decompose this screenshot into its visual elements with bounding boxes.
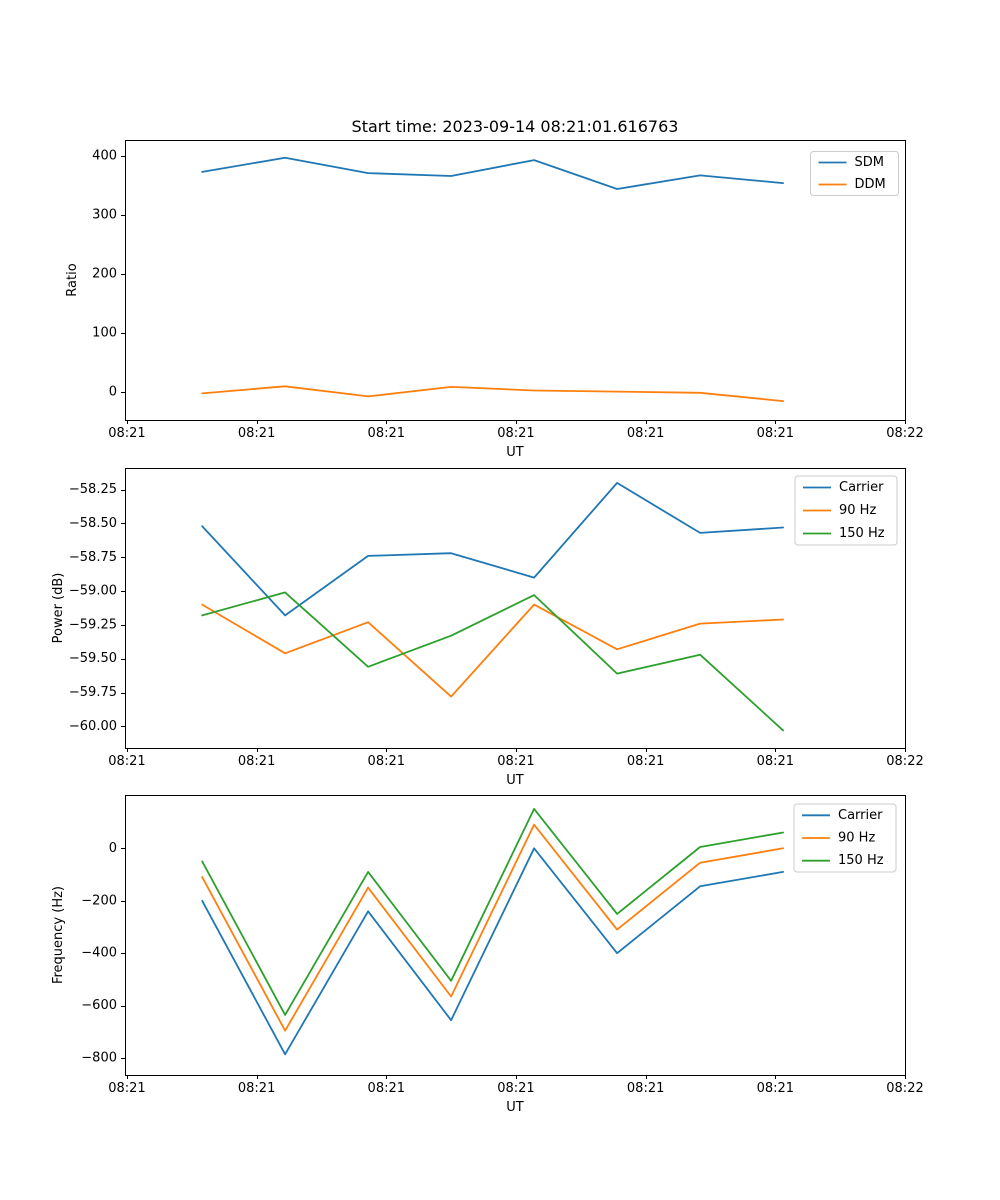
chart-power: 08:21 08:21 08:21 08:21 08:21 08:21 08:22 −58.2…	[51, 468, 924, 788]
y-tick-label: −59.75	[69, 685, 117, 700]
x-axis-label: UT	[506, 445, 524, 460]
x-tick-label: 08:21	[108, 426, 145, 441]
x-tick-label: 08:21	[627, 426, 664, 441]
x-tick-label: 08:21	[757, 426, 794, 441]
series-line-90-hz	[201, 823, 784, 1032]
legend-box	[793, 803, 897, 873]
legend: SDM DDM	[810, 151, 899, 196]
x-tick-label: 08:21	[757, 1081, 794, 1096]
y-axis-label: Ratio	[65, 263, 80, 296]
legend-label: 150 Hz	[839, 526, 885, 541]
series-line-ddm	[201, 385, 784, 403]
y-tick-label: −59.25	[69, 617, 117, 632]
legend-label: 150 Hz	[838, 853, 884, 868]
x-tick-label: 08:21	[497, 426, 534, 441]
series-line-150-hz	[201, 808, 784, 1016]
x-axis-label: UT	[506, 773, 524, 788]
x-axis-ticks: 08:21 08:21 08:21 08:21 08:21 08:21 08:22	[108, 748, 924, 769]
y-axis-ticks: 0 100 200 300 400	[92, 148, 125, 400]
axes-frame	[125, 140, 906, 421]
y-tick-label: 0	[109, 841, 117, 856]
x-tick-label: 08:21	[368, 754, 405, 769]
x-tick-label: 08:21	[757, 754, 794, 769]
legend-box	[794, 475, 898, 546]
x-tick-label: 08:21	[627, 754, 664, 769]
x-axis-ticks: 08:21 08:21 08:21 08:21 08:21 08:21 08:22	[108, 420, 924, 441]
y-axis-label: Power (dB)	[51, 573, 66, 644]
y-tick-label: −58.75	[69, 550, 117, 565]
x-axis-label: UT	[506, 1100, 524, 1115]
y-tick-label: 300	[92, 208, 117, 223]
x-tick-label: 08:21	[238, 1081, 275, 1096]
x-tick-label: 08:22	[886, 426, 923, 441]
y-tick-label: −58.50	[69, 516, 117, 531]
y-axis-label: Frequency (Hz)	[51, 886, 66, 984]
x-tick-label: 08:21	[497, 1081, 534, 1096]
axes-frame	[125, 468, 906, 749]
legend-label: SDM	[855, 155, 884, 170]
legend-label: Carrier	[839, 480, 884, 495]
legend-label: DDM	[855, 177, 886, 192]
x-tick-label: 08:21	[497, 754, 534, 769]
y-tick-label: 0	[109, 385, 117, 400]
y-tick-label: −58.25	[69, 482, 117, 497]
figure-title: Start time: 2023-09-14 08:21:01.616763	[351, 117, 679, 136]
series-line-150-hz	[201, 591, 784, 732]
y-axis-ticks: −58.25 −58.50 −58.75 −59.00 −59.25 −59.50 −59.…	[69, 482, 125, 734]
legend: Carrier 90 Hz 150 Hz	[793, 803, 897, 873]
chart-ratio: 08:21 08:21 08:21 08:21 08:21 08:21 08:22 0 100 2…	[65, 140, 924, 460]
x-tick-label: 08:22	[886, 1081, 923, 1096]
y-tick-label: −600	[81, 998, 117, 1013]
x-tick-label: 08:21	[108, 754, 145, 769]
y-tick-label: −60.00	[69, 719, 117, 734]
y-tick-label: 200	[92, 267, 117, 282]
x-axis-ticks: 08:21 08:21 08:21 08:21 08:21 08:21 08:22	[108, 1075, 924, 1096]
y-tick-label: 100	[92, 326, 117, 341]
x-tick-label: 08:21	[238, 426, 275, 441]
series-line-90-hz	[201, 603, 784, 698]
axes-frame	[125, 795, 906, 1076]
series-line-sdm	[201, 156, 784, 190]
y-axis-ticks: 0 −200 −400 −600 −800	[81, 841, 125, 1066]
y-tick-label: 400	[92, 148, 117, 163]
x-tick-label: 08:21	[627, 1081, 664, 1096]
y-tick-label: −59.00	[69, 584, 117, 599]
series-line-carrier	[201, 847, 784, 1056]
y-tick-label: −800	[81, 1051, 117, 1066]
legend-label: 90 Hz	[839, 503, 876, 518]
x-tick-label: 08:22	[886, 754, 923, 769]
chart-frequency: 08:21 08:21 08:21 08:21 08:21 08:21 08:22 0 −200…	[51, 795, 924, 1115]
y-tick-label: −59.50	[69, 651, 117, 666]
legend-label: 90 Hz	[838, 831, 875, 846]
y-tick-label: −200	[81, 893, 117, 908]
legend-label: Carrier	[838, 808, 883, 823]
x-tick-label: 08:21	[108, 1081, 145, 1096]
x-tick-label: 08:21	[368, 1081, 405, 1096]
y-tick-label: −400	[81, 946, 117, 961]
x-tick-label: 08:21	[368, 426, 405, 441]
legend: Carrier 90 Hz 150 Hz	[794, 475, 898, 546]
x-tick-label: 08:21	[238, 754, 275, 769]
